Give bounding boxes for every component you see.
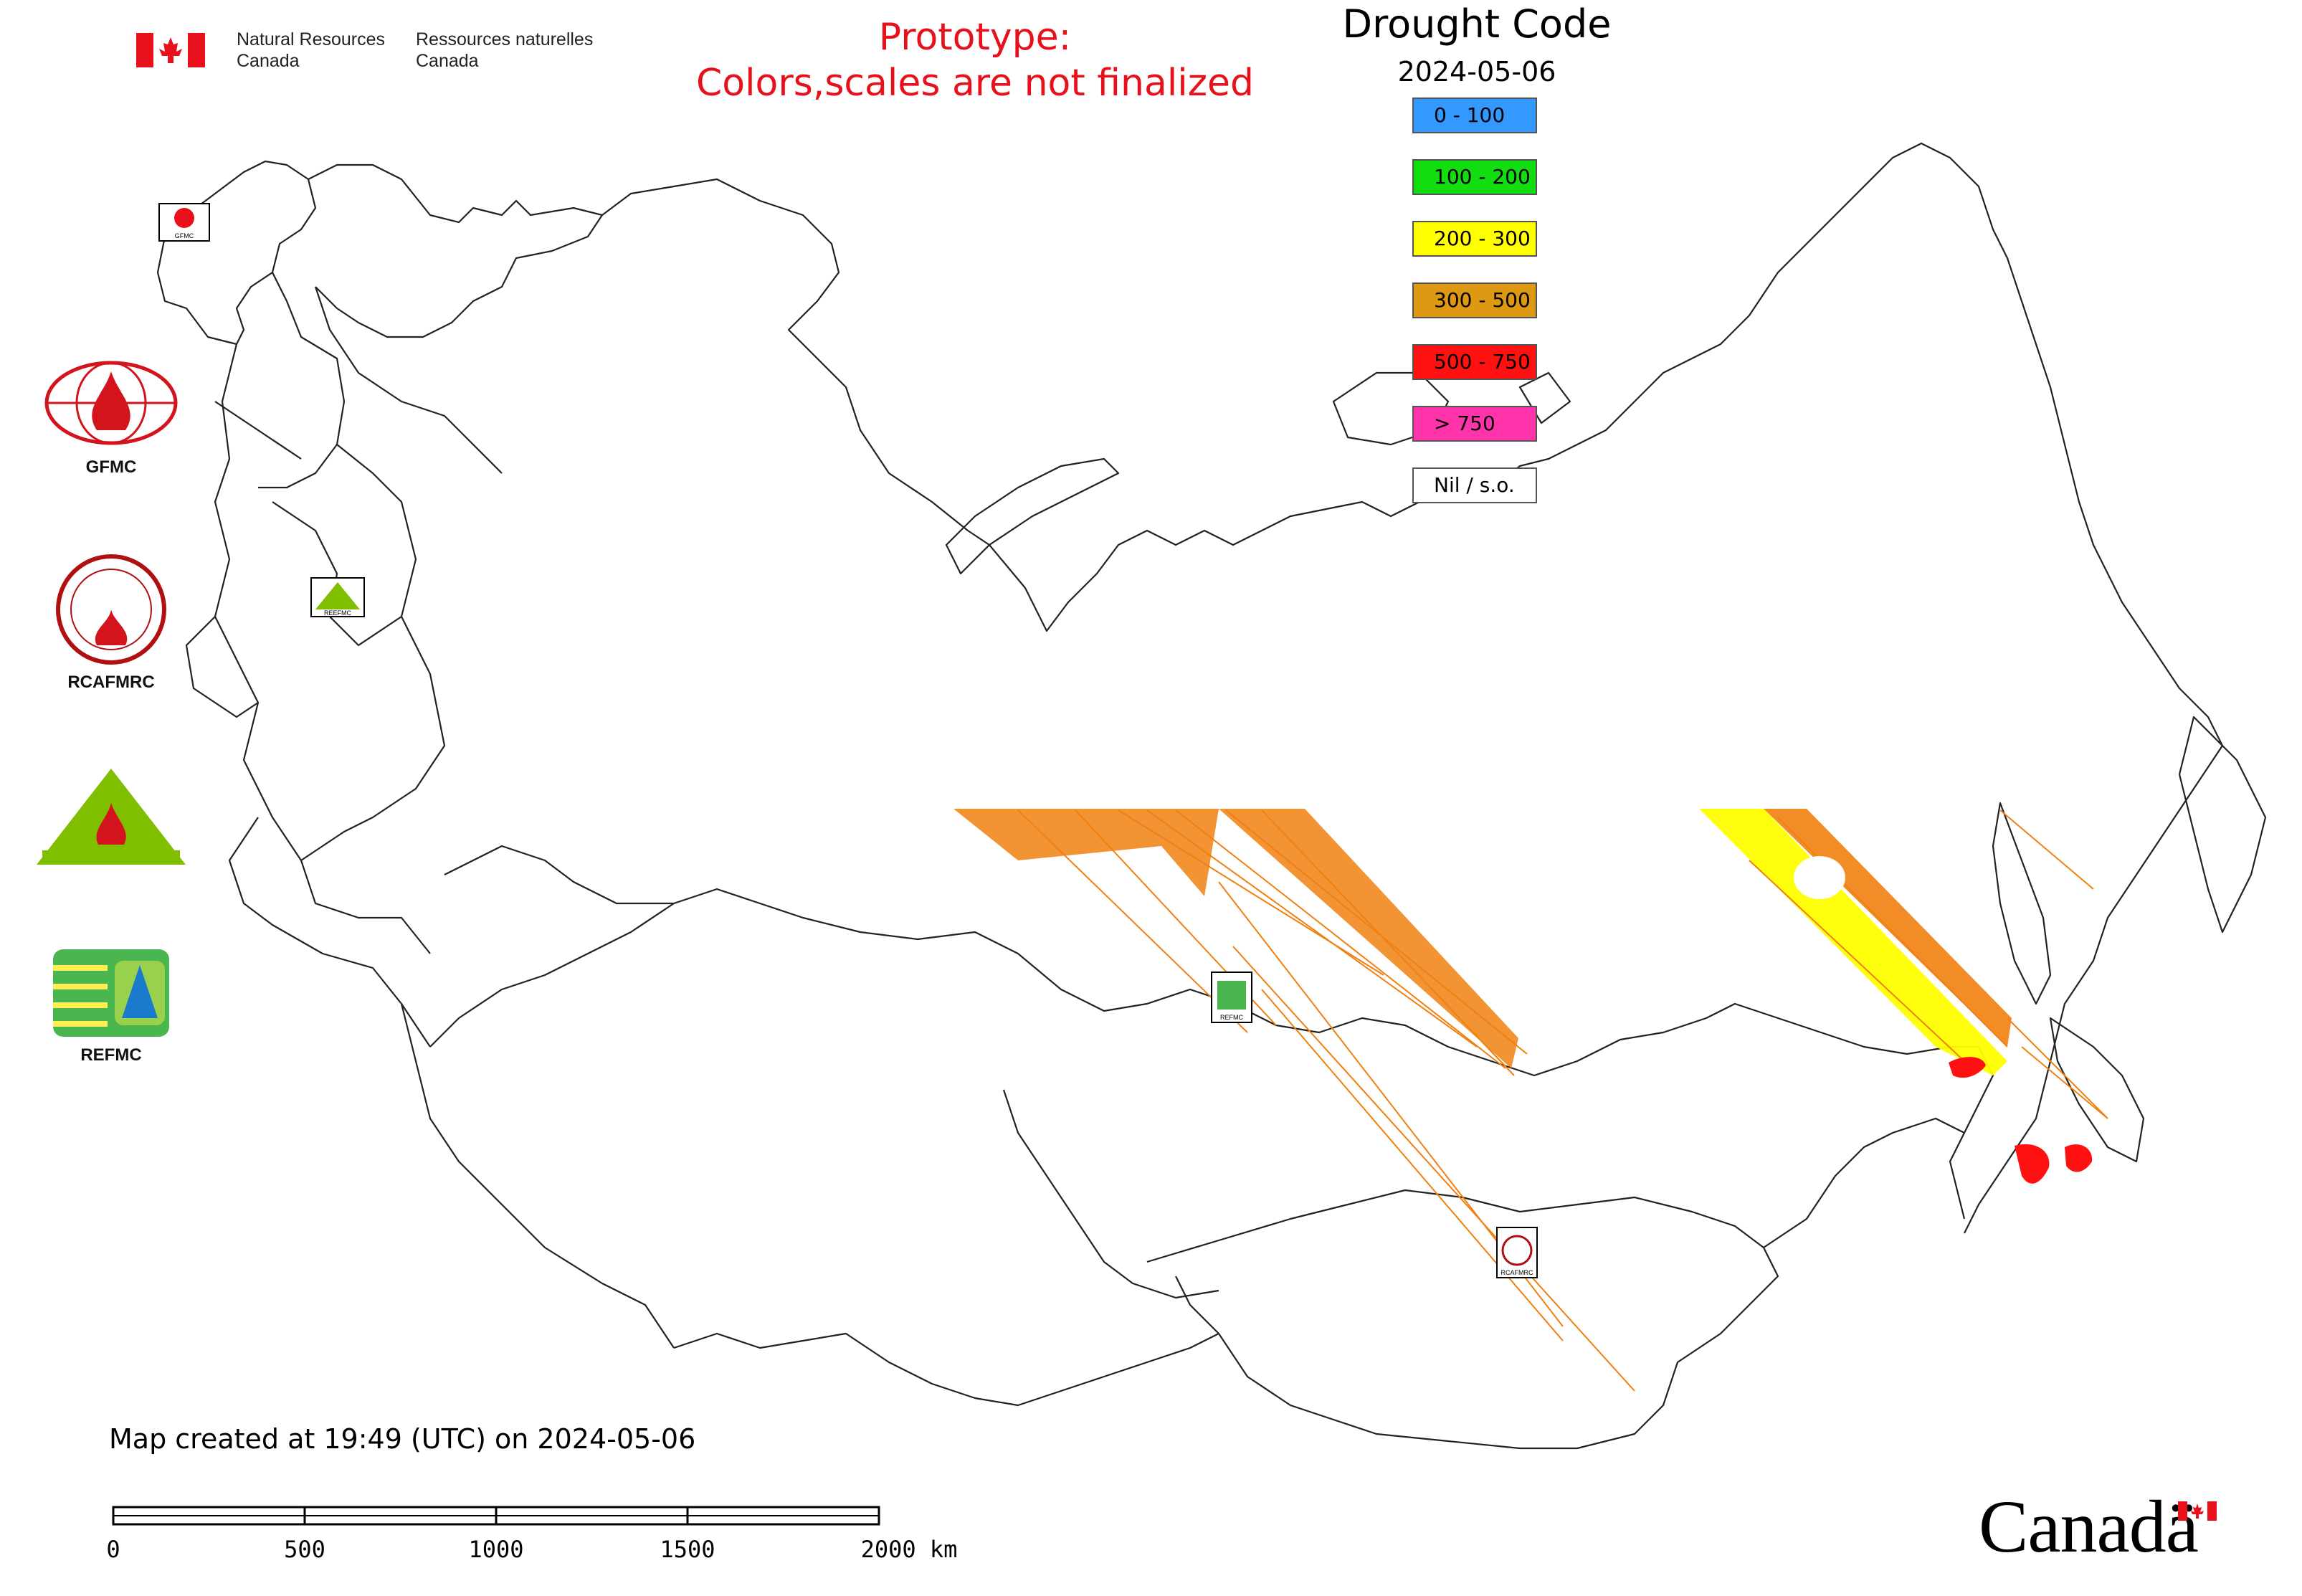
partner-reefmc <box>29 766 194 876</box>
partner-refmc-label: REFMC <box>80 1045 142 1065</box>
partner-gfmc-label: GFMC <box>85 457 137 477</box>
country-boundaries <box>156 142 2267 1450</box>
prototype-line2: Colors,scales are not finalized <box>695 62 1255 105</box>
legend-item: 300 - 500 <box>1412 282 1537 318</box>
canada-wordmark: Canadä <box>1979 1486 2199 1568</box>
legend-item: > 750 <box>1412 406 1537 442</box>
scale-bar <box>112 1506 880 1526</box>
drought-code-swaths <box>953 809 2108 1392</box>
rcafmrc-logo-icon <box>56 554 166 665</box>
partner-rcafmrc-label: RCAFMRC <box>67 673 155 692</box>
nrcan-signature: Natural Resources Canada Ressources natu… <box>136 29 595 80</box>
partner-rcafmrc: RCAFMRC <box>29 552 194 693</box>
reefmc-logo-icon <box>37 769 186 865</box>
canada-flag-icon <box>136 33 205 67</box>
marker-rcafmrc-label: RCAFMRC <box>1501 1269 1533 1276</box>
dept-en-line2: Canada <box>237 51 300 71</box>
legend-item: Nil / s.o. <box>1412 467 1537 503</box>
partner-refmc: REFMC <box>29 946 194 1065</box>
dept-fr-line2: Canada <box>416 51 479 71</box>
scale-label-2000: 2000 km <box>860 1536 958 1563</box>
scale-label-1500: 1500 <box>660 1536 715 1563</box>
marker-reefmc-label: REEFMC <box>324 609 352 617</box>
legend-title: Drought Code <box>1342 1 1612 47</box>
prototype-line1: Prototype: <box>878 16 1072 59</box>
scale-label-500: 500 <box>284 1536 325 1563</box>
marker-gfmc-label: GFMC <box>175 232 194 239</box>
dept-name-en: Natural Resources Canada <box>237 29 385 72</box>
scale-label-0: 0 <box>106 1536 120 1563</box>
dept-fr-line1: Ressources naturelles <box>416 29 594 49</box>
dept-en-line1: Natural Resources <box>237 29 386 49</box>
canada-wordmark-flag-icon <box>2178 1501 2217 1521</box>
dept-name-fr: Ressources naturelles Canada <box>416 29 593 72</box>
legend-item: 0 - 100 <box>1412 98 1537 133</box>
legend-item: 500 - 750 <box>1412 344 1537 380</box>
map-markers <box>158 203 1538 1278</box>
partner-gfmc: GFMC <box>29 358 194 478</box>
legend-item: 200 - 300 <box>1412 221 1537 257</box>
legend-date: 2024-05-06 <box>1397 56 1556 87</box>
scale-label-1000: 1000 <box>468 1536 524 1563</box>
legend-item: 100 - 200 <box>1412 159 1537 195</box>
map-created-text: Map created at 19:49 (UTC) on 2024-05-06 <box>109 1423 696 1455</box>
refmc-logo-icon <box>53 949 169 1037</box>
prototype-notice: Prototype: Colors,scales are not finaliz… <box>631 14 1319 106</box>
gfmc-logo-icon <box>44 361 178 445</box>
marker-refmc-label: REFMC <box>1220 1014 1243 1021</box>
